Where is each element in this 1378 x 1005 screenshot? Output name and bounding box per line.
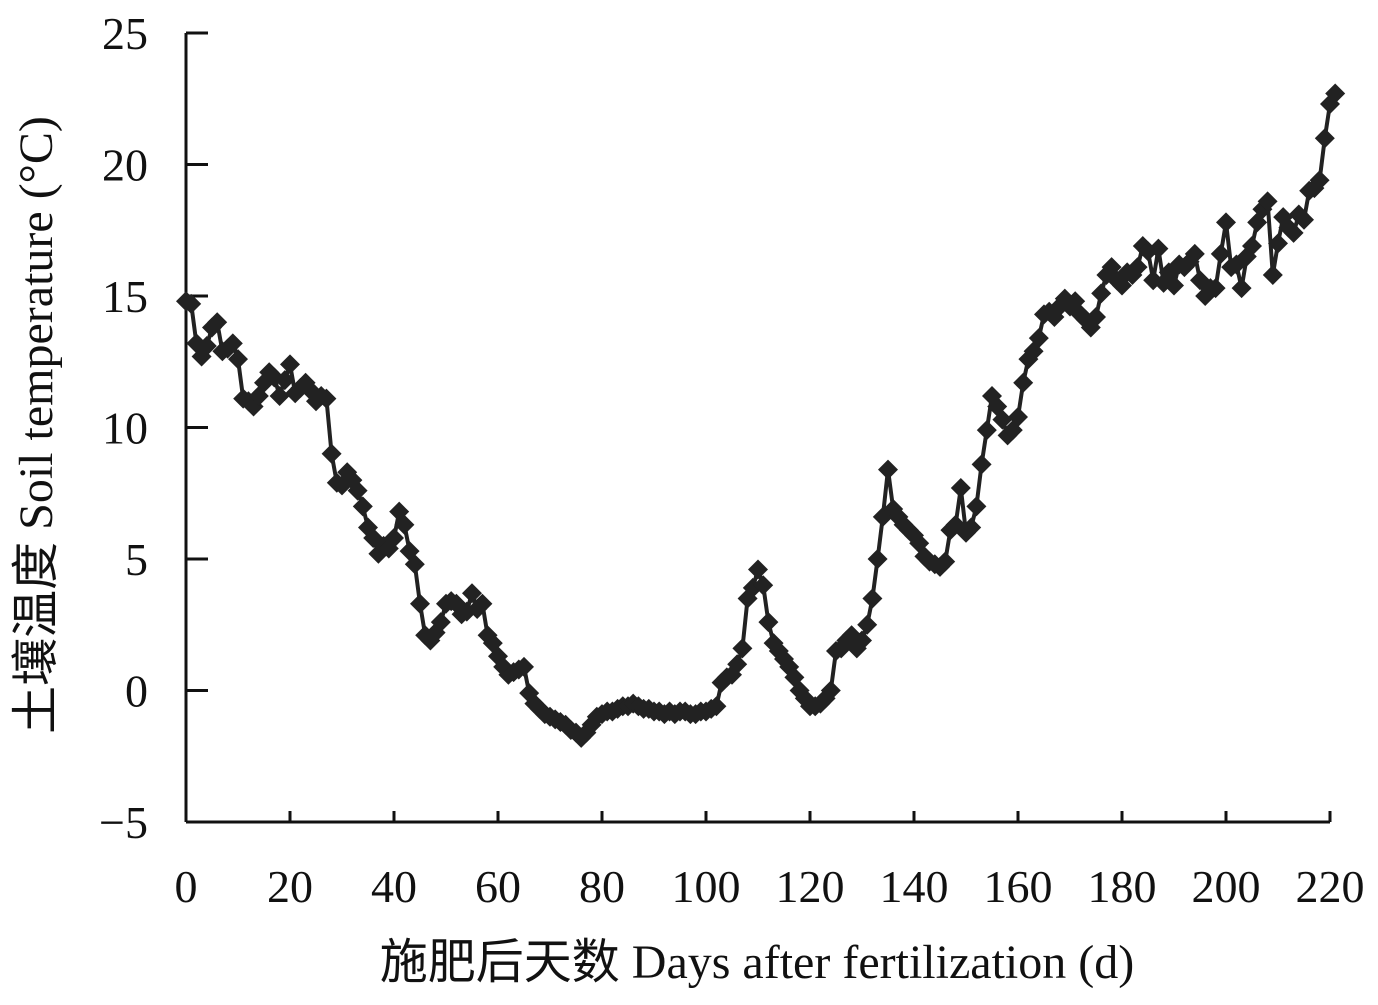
data-point [950, 477, 971, 498]
data-point [1184, 243, 1205, 264]
data-point [961, 517, 982, 538]
data-point [820, 680, 841, 701]
data-point [1013, 372, 1034, 393]
data-point [748, 559, 768, 580]
data-point [758, 612, 779, 633]
series-markers-group [176, 83, 1346, 748]
data-point [430, 612, 451, 633]
data-point [727, 654, 748, 675]
x-tick-label: 160 [984, 861, 1053, 912]
data-point [1164, 275, 1184, 296]
data-point [857, 614, 878, 635]
x-tick-label: 60 [475, 861, 521, 912]
data-point [352, 496, 373, 517]
data-point [1257, 191, 1278, 212]
data-point [274, 370, 295, 391]
data-point [966, 496, 987, 517]
y-tick-label: 0 [125, 666, 148, 717]
y-tick-label: 5 [125, 534, 148, 585]
data-point [1314, 128, 1335, 149]
data-point [228, 349, 248, 370]
data-point [462, 583, 482, 604]
y-tick-label: 20 [102, 140, 148, 191]
data-point [1294, 209, 1314, 230]
data-point [181, 293, 202, 314]
data-point [992, 409, 1013, 430]
data-point [321, 443, 342, 464]
x-tick-label: 80 [579, 861, 625, 912]
data-point [976, 420, 997, 441]
x-tick-label: 100 [672, 861, 741, 912]
y-tick-label: 10 [102, 403, 148, 454]
data-point [394, 514, 415, 535]
data-point [706, 696, 727, 717]
data-point [1231, 278, 1252, 299]
data-point [1283, 222, 1304, 243]
y-axis-ticks: −5 0 5 10 15 20 25 [99, 8, 208, 848]
y-tick-label: −5 [99, 797, 148, 848]
data-point [207, 312, 228, 333]
data-point [1262, 264, 1283, 285]
x-tick-label: 220 [1296, 861, 1365, 912]
data-point [1216, 212, 1236, 233]
series-line [185, 92, 1337, 740]
data-point [514, 656, 534, 677]
data-point [1205, 278, 1226, 299]
data-point [196, 335, 217, 356]
data-point [1325, 83, 1346, 104]
x-tick-label: 40 [371, 861, 417, 912]
x-tick-label: 120 [776, 861, 845, 912]
x-axis-ticks: 0 20 40 60 80 100 120 140 160 180 200 220 [175, 811, 1365, 912]
data-point [280, 354, 300, 375]
data-point [878, 459, 898, 480]
data-point [732, 638, 753, 659]
axes [184, 33, 1330, 824]
data-point [971, 454, 992, 475]
data-point [222, 333, 243, 354]
data-point [1242, 236, 1262, 257]
y-tick-label: 15 [102, 271, 148, 322]
data-point [852, 630, 872, 651]
data-point [1008, 406, 1028, 427]
data-point [1028, 328, 1049, 349]
x-axis-title: 施肥后天数 Days after fertilization (d) [380, 936, 1134, 989]
x-tick-label: 140 [880, 861, 949, 912]
data-point [269, 385, 290, 406]
y-axis-title: 土壤温度 Soil temperature (°C) [10, 116, 63, 734]
x-tick-label: 0 [175, 861, 198, 912]
x-tick-label: 20 [267, 861, 313, 912]
data-point [410, 593, 430, 614]
data-point [1148, 238, 1169, 259]
data-point [1210, 243, 1231, 264]
data-point [867, 549, 888, 569]
x-tick-label: 200 [1192, 861, 1261, 912]
data-point [862, 588, 883, 609]
y-tick-label: 25 [102, 8, 148, 59]
data-point [1309, 170, 1330, 191]
data-point [1127, 257, 1148, 278]
series-line-group [185, 92, 1337, 740]
data-point [883, 499, 904, 520]
data-point [1091, 283, 1112, 304]
data-point [384, 527, 404, 548]
data-point [316, 388, 337, 409]
data-point [472, 593, 493, 614]
x-tick-label: 180 [1088, 861, 1157, 912]
data-point [935, 551, 956, 572]
data-point [404, 554, 425, 575]
data-point [1086, 307, 1106, 328]
data-point [347, 480, 368, 501]
data-point [753, 575, 774, 596]
data-point [1268, 233, 1288, 254]
